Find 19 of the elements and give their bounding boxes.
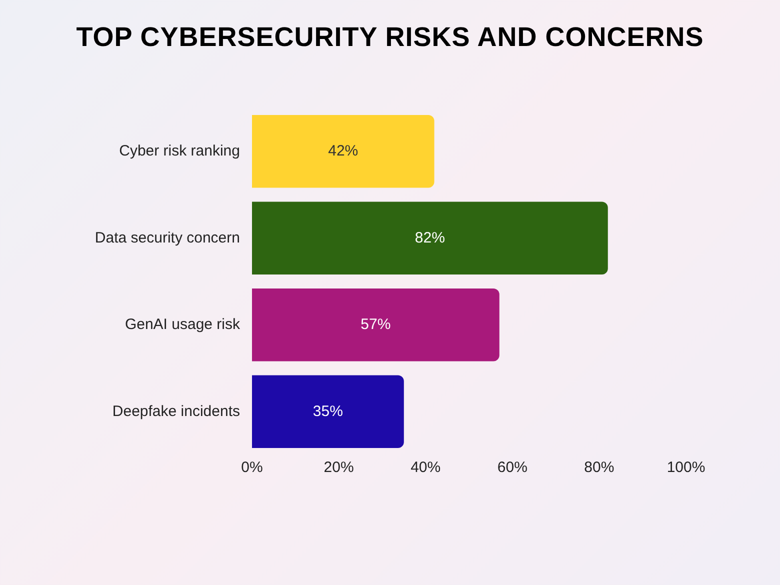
data-label: 42% — [328, 142, 358, 160]
bar — [252, 202, 608, 275]
data-label: 35% — [312, 402, 343, 420]
bar — [252, 288, 500, 362]
bar — [252, 375, 404, 448]
x-tick-label: 80% — [584, 459, 614, 476]
y-tick-label: Deepfake incidents — [112, 402, 240, 420]
y-tick-label: Cyber risk ranking — [119, 142, 240, 160]
x-tick-label: 0% — [241, 459, 263, 476]
data-label: 57% — [360, 316, 391, 334]
x-tick-label: 60% — [497, 459, 528, 476]
x-tick-label: 40% — [410, 459, 441, 476]
data-label: 82% — [414, 229, 445, 246]
x-tick-label: 20% — [324, 459, 354, 476]
bar — [252, 114, 434, 188]
y-tick-label: GenAI usage risk — [124, 316, 240, 334]
chart-title: TOP CYBERSECURITY RISKS AND CONCERNS — [75, 22, 705, 53]
y-tick-label: Data security concern — [94, 229, 240, 246]
x-tick-label: 100% — [666, 459, 706, 476]
